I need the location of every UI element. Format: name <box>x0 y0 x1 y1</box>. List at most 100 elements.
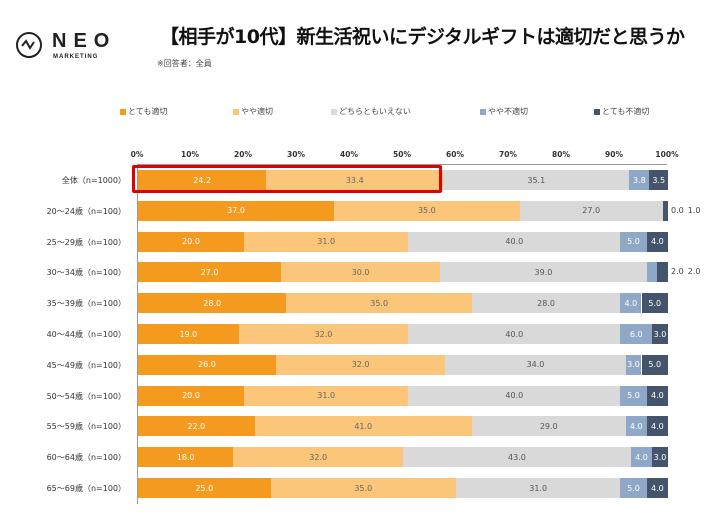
data-label: 22.0 <box>187 421 206 431</box>
bar-segment <box>657 262 668 283</box>
bar-segment: 33.4 <box>266 170 444 190</box>
data-label: 4.0 <box>651 421 664 431</box>
bar-segment: 40.0 <box>408 231 621 252</box>
category-label: 55～59歳（n=100） <box>46 422 126 432</box>
bar-segment: 27.0 <box>519 200 663 221</box>
bar-segment: 31.0 <box>244 231 409 252</box>
bar-segment: 5.0 <box>620 478 647 498</box>
data-label: 31.0 <box>317 391 336 401</box>
data-label: 4.0 <box>635 452 648 462</box>
bar-segment: 34.0 <box>445 354 626 375</box>
bar-segment <box>646 262 658 283</box>
data-label: 19.0 <box>179 329 198 339</box>
data-label: 35.1 <box>527 175 546 185</box>
data-label: 26.0 <box>197 360 216 370</box>
tick-label: 100% <box>655 150 679 159</box>
data-label: 3.0 <box>627 360 640 370</box>
data-label: 5.0 <box>627 391 640 401</box>
data-label: 33.4 <box>345 175 364 185</box>
data-label: 30.0 <box>351 267 370 277</box>
data-label: 25.0 <box>195 483 214 493</box>
bar-segment: 3.0 <box>652 324 668 344</box>
bar-segment: 4.0 <box>646 478 668 498</box>
data-label: 32.0 <box>314 329 333 339</box>
chart-title: 【相手が10代】新生活祝いにデジタルギフトは適切だと思うか <box>160 26 685 48</box>
bar-segment: 32.0 <box>238 324 409 344</box>
data-label: 31.0 <box>317 237 336 247</box>
logo-text: NEO <box>52 30 117 52</box>
bar-segment: 18.0 <box>138 447 234 468</box>
tick-label: 90% <box>605 150 623 159</box>
y-axis-line <box>137 164 138 504</box>
bar-segment: 29.0 <box>471 416 626 437</box>
bar-segment: 28.0 <box>138 293 287 314</box>
data-label: 43.0 <box>508 452 526 462</box>
data-label: 2.0 <box>671 267 684 277</box>
data-label: 18.0 <box>176 452 195 462</box>
bar-segment: 30.0 <box>281 262 441 283</box>
legend-item: やや不適切 <box>480 106 528 117</box>
data-label: 35.0 <box>370 298 389 308</box>
data-label: 5.0 <box>627 483 640 493</box>
tick-label: 80% <box>552 150 570 159</box>
legend-label: とても不適切 <box>602 107 650 116</box>
data-label: 40.0 <box>505 391 524 401</box>
data-label: 3.0 <box>653 452 667 462</box>
bar-segment: 19.0 <box>138 324 239 344</box>
bar-segment: 25.0 <box>138 478 271 498</box>
bar-segment: 35.0 <box>334 200 520 221</box>
data-label: 37.0 <box>227 206 245 216</box>
bar-segment: 4.0 <box>625 416 647 437</box>
data-label: 41.0 <box>354 421 373 431</box>
legend-label: やや適切 <box>241 107 273 116</box>
data-label: 34.0 <box>526 360 545 370</box>
data-label: 27.0 <box>582 206 601 216</box>
tick-label: 20% <box>234 150 252 159</box>
bar-segment: 6.0 <box>620 324 653 344</box>
data-label: 5.0 <box>648 298 662 308</box>
data-label: 4.0 <box>651 483 664 493</box>
category-label: 20～24歳（n=100） <box>46 206 126 216</box>
bar-segment: 41.0 <box>254 416 472 437</box>
legend-label: とても適切 <box>128 107 168 116</box>
data-label: 39.0 <box>534 267 553 277</box>
category-label: 35～39歳（n=100） <box>46 299 126 309</box>
bar-segment: 40.0 <box>408 324 621 344</box>
logo-pulse-icon <box>16 32 42 58</box>
bar-segment: 32.0 <box>275 354 446 375</box>
data-label: 28.0 <box>537 298 555 308</box>
category-label: 40～44歳（n=100） <box>46 330 126 339</box>
bar-segment: 4.0 <box>630 447 653 468</box>
bar-segment: 32.0 <box>233 447 403 468</box>
legend-item: とても適切 <box>120 106 167 117</box>
bar-segment: 4.0 <box>646 231 668 252</box>
data-label: 3.8 <box>632 175 646 185</box>
legend-swatch <box>120 108 126 115</box>
bar-segment: 37.0 <box>138 200 335 221</box>
bar-segment: 31.0 <box>456 478 621 498</box>
data-label: 24.2 <box>193 175 212 185</box>
bar-segment: 20.0 <box>138 231 244 252</box>
data-label: 4.0 <box>629 421 643 431</box>
tick-label: 0% <box>130 150 144 159</box>
data-label: 2.0 <box>687 267 701 277</box>
bar-segment: 28.0 <box>471 293 621 314</box>
legend-swatch <box>480 108 486 115</box>
x-axis-line <box>137 164 667 165</box>
highlight-box <box>132 165 442 193</box>
bar-segment: 40.0 <box>408 385 621 406</box>
data-label: 20.0 <box>182 237 200 247</box>
data-label: 4.0 <box>651 391 664 401</box>
tick-label: 60% <box>446 150 464 159</box>
bar-segment: 4.0 <box>620 293 642 314</box>
legend-swatch <box>233 108 239 115</box>
data-label: 28.0 <box>203 298 222 308</box>
category-label: 25～29歳（n=100） <box>46 237 126 247</box>
legend-item: やや適切 <box>233 106 273 117</box>
data-label: 3.5 <box>652 175 666 185</box>
category-label: 60～64歳（n=100） <box>46 453 126 463</box>
data-label: 0.0 <box>671 205 684 215</box>
data-label: 6.0 <box>629 329 643 339</box>
bar-segment: 20.0 <box>138 385 244 406</box>
